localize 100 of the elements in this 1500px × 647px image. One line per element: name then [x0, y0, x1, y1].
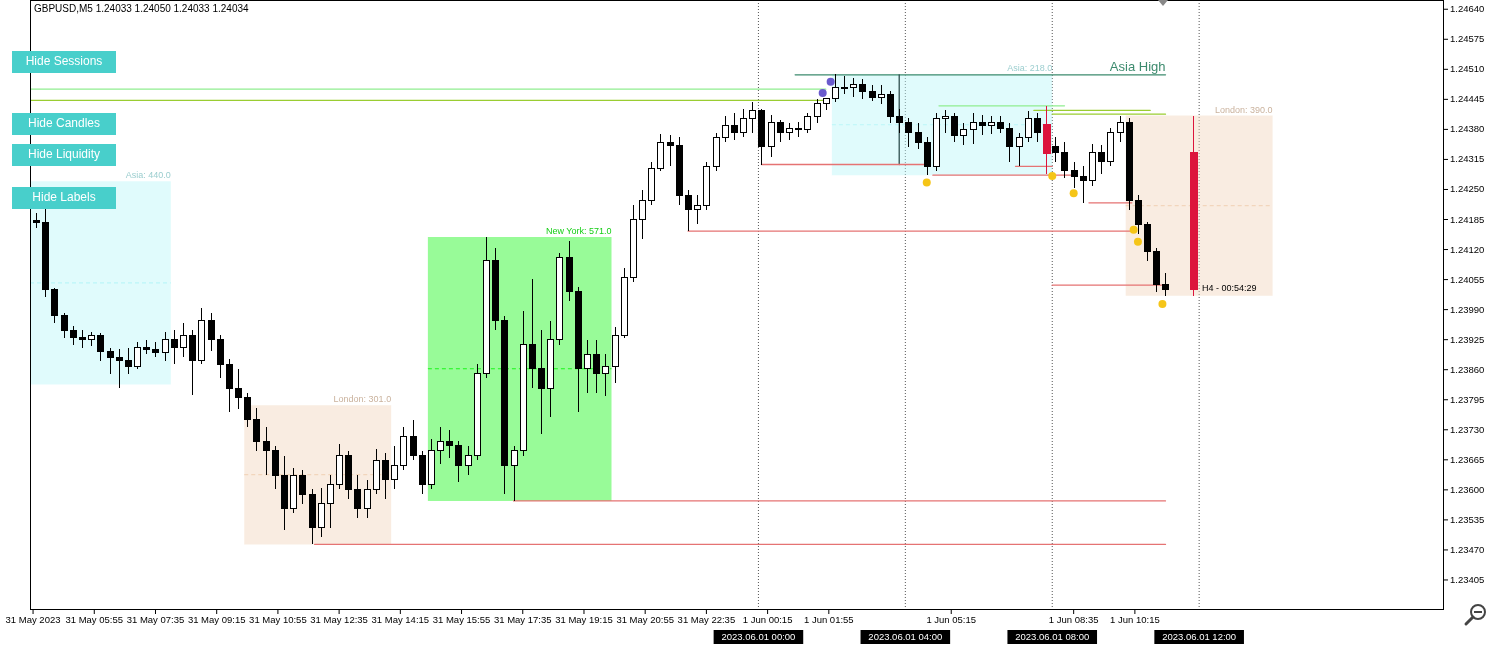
x-tick-label: 31 May 14:15 [371, 614, 430, 625]
annotation: New York: 571.0 [545, 226, 612, 237]
point [818, 88, 827, 97]
candlestick [850, 77, 857, 98]
candlestick [125, 347, 132, 375]
candlestick [263, 426, 270, 476]
point [1048, 172, 1057, 181]
button: Hide Sessions [12, 51, 116, 73]
candlestick [354, 474, 361, 519]
candlestick [465, 445, 472, 476]
y-tick-label: 1.23925 [1450, 333, 1485, 345]
candlestick [749, 101, 756, 134]
point [922, 178, 931, 187]
candlestick [915, 122, 922, 150]
y-tick-label: 1.23600 [1450, 483, 1485, 495]
x-tick-label: 31 May 15:55 [432, 614, 491, 625]
button: Hide Candles [12, 113, 116, 135]
x-tick-label: 1 Jun 00:15 [742, 614, 793, 625]
candlestick [814, 98, 821, 124]
y-tick-label: 1.24445 [1450, 92, 1485, 104]
candlestick [970, 112, 977, 145]
y-tick-label: 1.24510 [1450, 62, 1485, 74]
ref-line-label: 2023.06.01 08:00 [1015, 630, 1090, 642]
candlestick [1117, 115, 1124, 143]
candlestick [942, 109, 949, 134]
y-tick-label: 1.24120 [1450, 243, 1485, 255]
y-tick-label: 1.23990 [1450, 303, 1485, 315]
candlestick [593, 339, 600, 394]
candlestick [327, 474, 334, 529]
candlestick [988, 115, 995, 135]
candlestick [905, 117, 912, 148]
x-tick-label: 1 Jun 05:15 [926, 614, 977, 625]
candlestick [979, 114, 986, 136]
candlestick [1080, 165, 1087, 204]
candlestick [391, 445, 398, 490]
candlestick [951, 112, 958, 143]
point [1069, 189, 1078, 198]
annotation: London: 390.0 [1215, 104, 1273, 115]
candlestick [685, 189, 692, 232]
annotation: Hide Candles [27, 116, 101, 131]
candlestick [832, 73, 839, 103]
annotation: Asia: 218.0 [1007, 63, 1053, 74]
candlestick [1162, 272, 1169, 297]
y-tick-label: 1.23665 [1450, 453, 1485, 465]
x-tick-label: 31 May 09:15 [187, 614, 246, 625]
candlestick [107, 347, 114, 375]
annotation: Hide Labels [32, 190, 96, 205]
candlestick [455, 440, 462, 483]
ref-line-label: 2023.06.01 04:00 [868, 630, 943, 642]
annotation: London: 301.0 [333, 394, 392, 405]
candlestick [887, 90, 894, 124]
candlestick [235, 368, 242, 410]
point [826, 77, 835, 86]
point [1133, 237, 1142, 246]
y-tick-label: 1.24380 [1450, 122, 1485, 134]
y-tick-label: 1.24315 [1450, 152, 1485, 164]
candlestick [1061, 141, 1068, 179]
candlestick [208, 312, 215, 352]
candlestick [134, 341, 141, 370]
candlestick [437, 426, 444, 465]
x-tick-label: 1 Jun 10:15 [1110, 614, 1160, 625]
candlestick [1025, 110, 1032, 143]
y-tick-label: 1.23535 [1450, 513, 1485, 525]
point [1129, 225, 1138, 234]
annotation: Asia High [1109, 58, 1166, 74]
x-tick-label: 31 May 2023 [5, 614, 61, 625]
candlestick [584, 339, 591, 394]
y-tick-label: 1.23730 [1450, 423, 1485, 435]
button: Hide Labels [12, 187, 116, 209]
candlestick [960, 122, 967, 146]
candlestick [1071, 161, 1078, 189]
candlestick [180, 322, 187, 358]
y-tick-label: 1.24250 [1450, 182, 1485, 194]
candlestick [896, 108, 903, 134]
candlestick [253, 407, 260, 452]
x-tick-label: 1 Jun 08:35 [1048, 614, 1099, 625]
y-tick-label: 1.23860 [1450, 363, 1485, 375]
candlestick [859, 78, 866, 100]
x-tick-label: 31 May 20:55 [616, 614, 674, 625]
candlestick [171, 329, 178, 365]
button: Hide Liquidity [12, 144, 116, 166]
candlestick [61, 312, 68, 339]
y-tick-label: 1.23405 [1450, 573, 1485, 585]
annotation: Hide Sessions [25, 54, 103, 69]
candlestick [722, 115, 729, 143]
candlestick [162, 331, 169, 362]
candlestick [244, 392, 251, 428]
x-tick-label: 31 May 12:35 [310, 614, 368, 625]
candlestick [446, 429, 453, 458]
annotation: Hide Liquidity [27, 147, 101, 162]
candlestick [740, 108, 747, 138]
x-tick-label: 31 May 10:55 [249, 614, 307, 625]
point [1158, 300, 1167, 309]
x-tick-label: 1 Jun 01:55 [803, 614, 854, 625]
candlestick [382, 452, 389, 500]
x-tick-label: 31 May 07:35 [126, 614, 185, 625]
candlestick [70, 325, 77, 346]
annotation: H4 - 00:54:29 [1202, 283, 1257, 294]
candlestick [639, 189, 646, 240]
y-tick-label: 1.24640 [1450, 2, 1485, 14]
